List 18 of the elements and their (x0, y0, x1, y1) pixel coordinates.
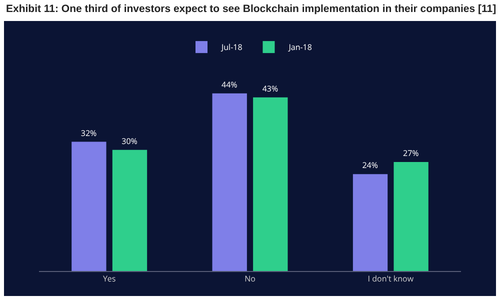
chart-title: Exhibit 11: One third of investors expect to see Blockchain implementation in their companies [11] (5, 2, 498, 17)
data-label: 24% (362, 160, 378, 172)
bar (253, 97, 288, 271)
bar (72, 142, 106, 271)
bar (112, 150, 148, 271)
legend-label: Jul-18 (220, 42, 243, 54)
data-label: 27% (402, 148, 420, 159)
data-label: 43% (262, 83, 278, 94)
legend-label: Jan-18 (288, 42, 312, 54)
bar (394, 162, 428, 271)
data-label: 30% (122, 136, 138, 147)
x-tick-label: Yes (102, 274, 116, 285)
bar (352, 174, 388, 271)
data-label: 32% (80, 128, 98, 139)
data-label: 44% (222, 79, 238, 90)
x-tick-label: No (244, 274, 256, 285)
x-tick-label: I don't know (368, 274, 414, 285)
bar (212, 93, 247, 271)
